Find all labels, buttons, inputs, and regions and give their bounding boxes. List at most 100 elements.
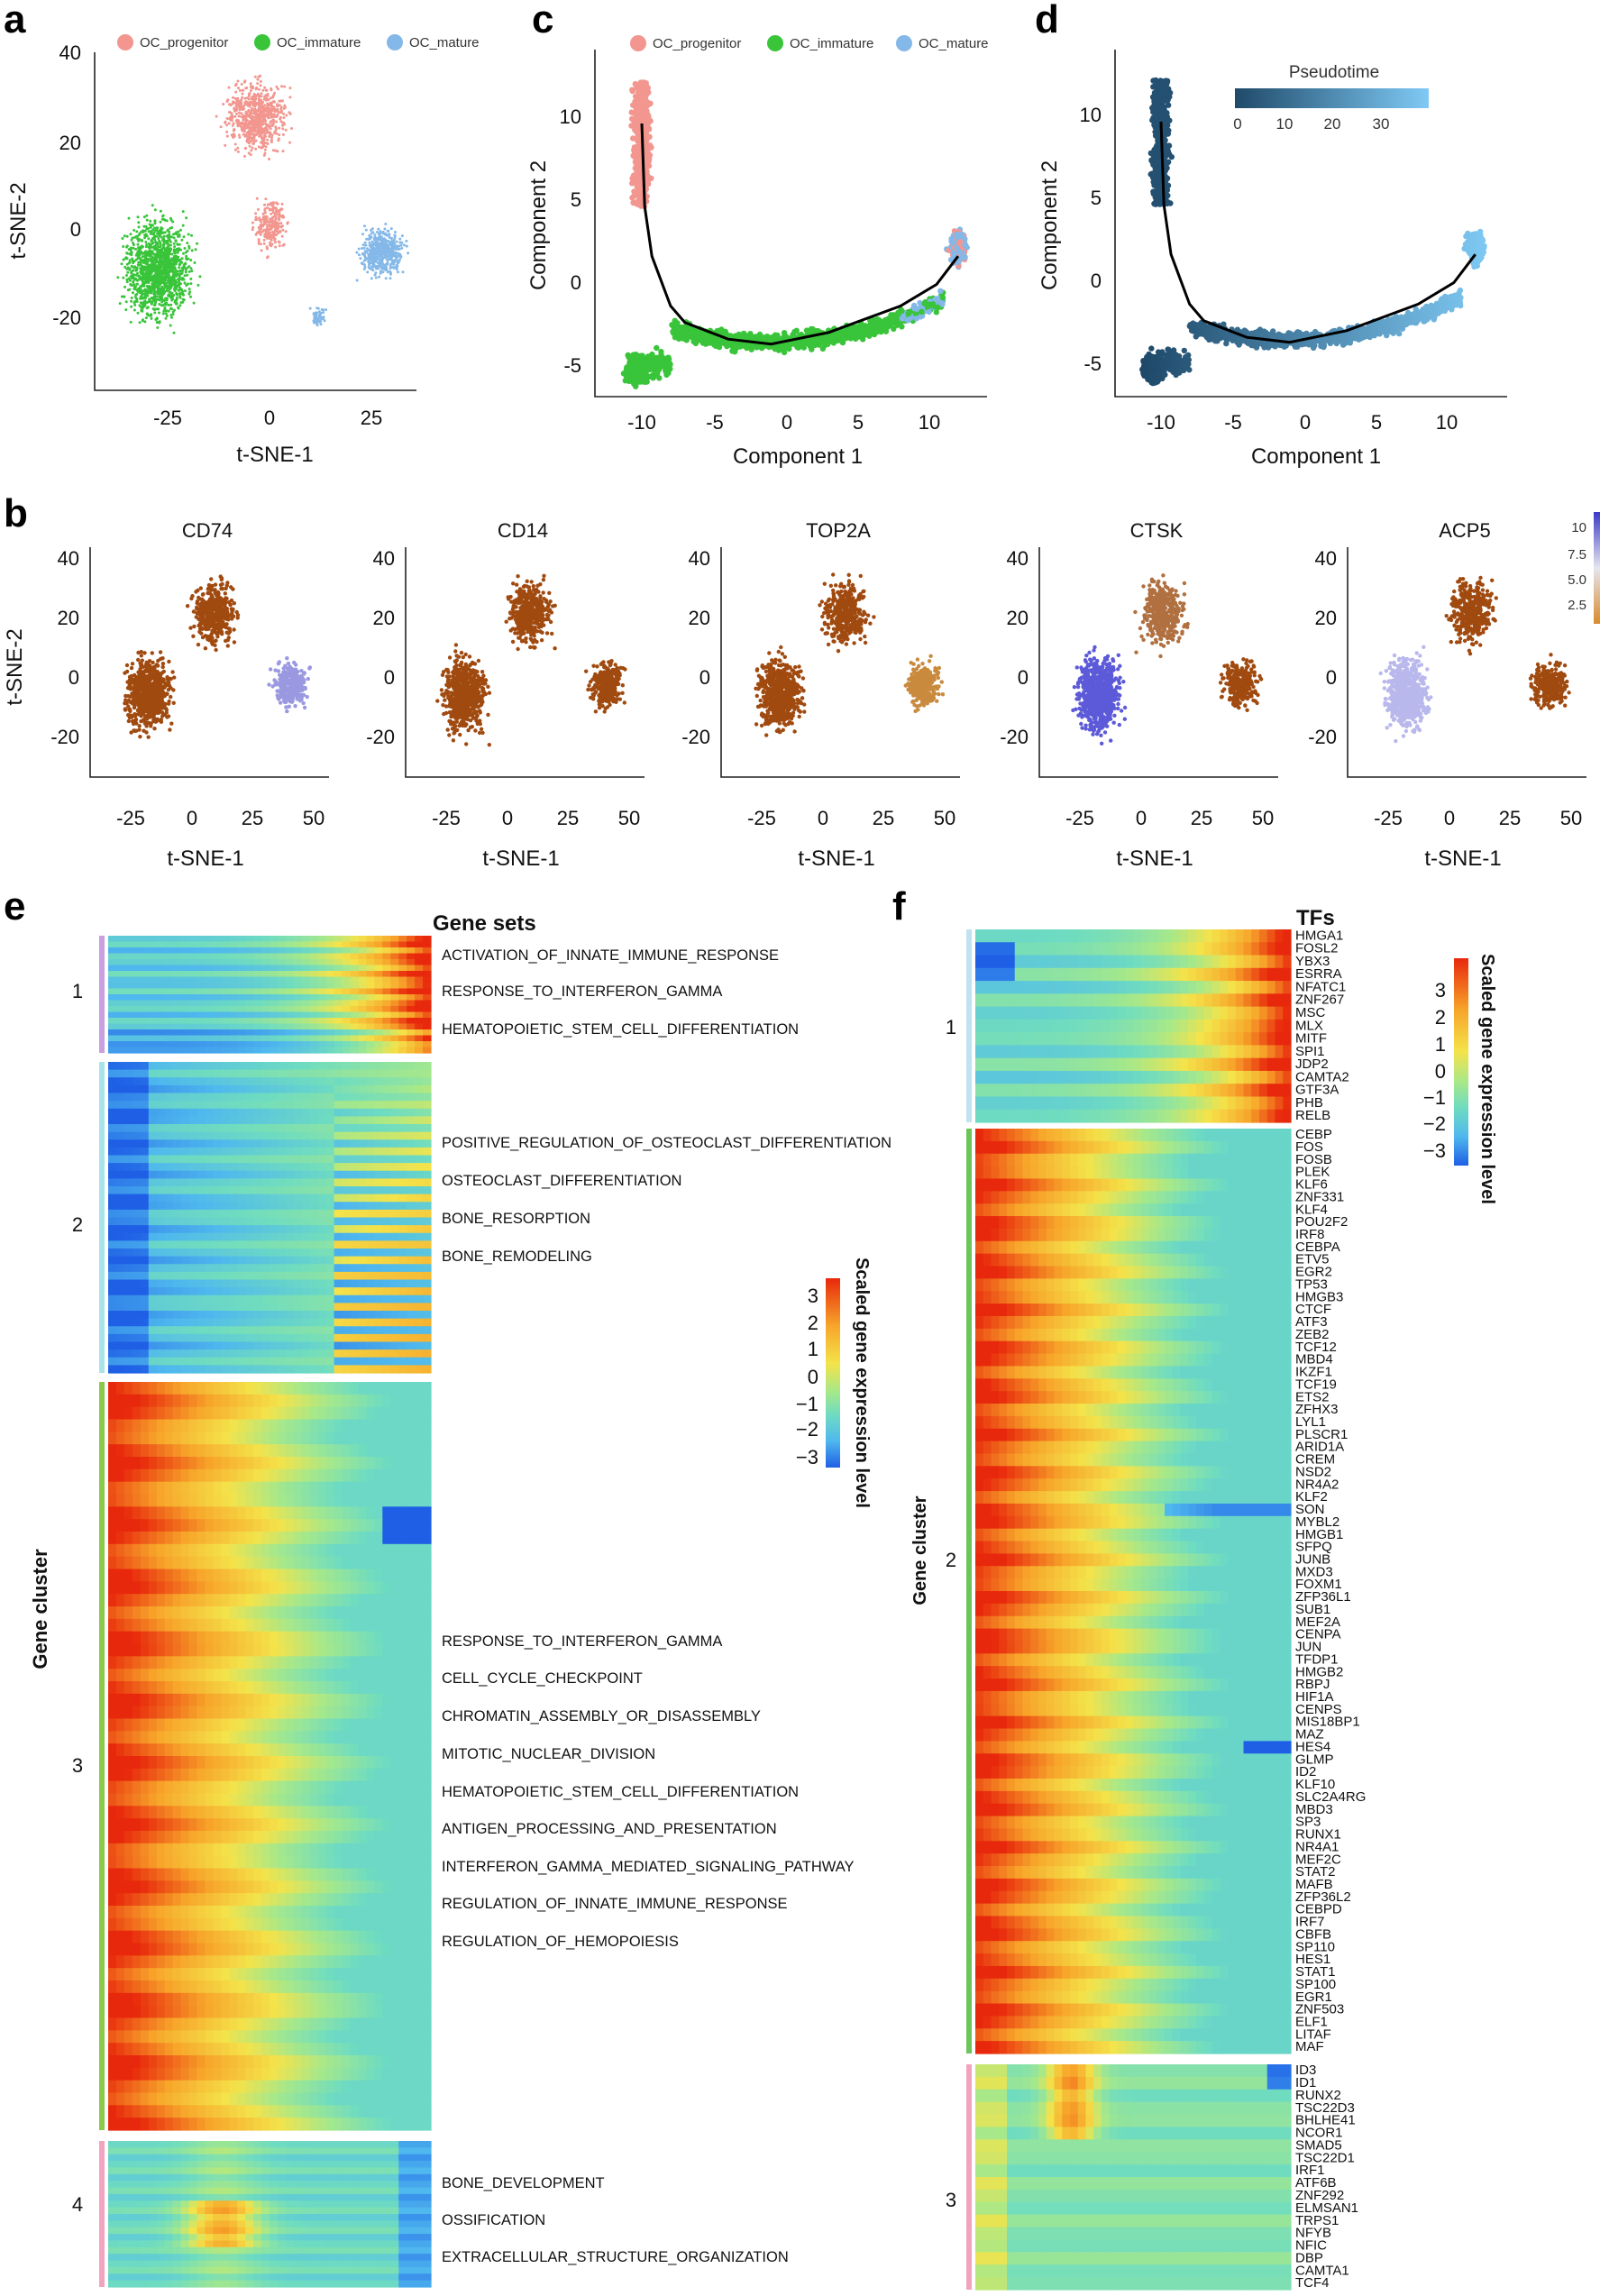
scatter-point [198, 275, 201, 278]
scatter-point [384, 268, 387, 270]
scatter-point [154, 247, 157, 250]
scatter-point [129, 283, 132, 286]
scatter-point [254, 96, 257, 99]
scatter-point [187, 233, 190, 236]
scatter-point [264, 207, 267, 210]
trajectory-point [656, 365, 662, 370]
scatter-point [256, 115, 259, 118]
trajectory-point [891, 316, 896, 321]
scatter-point [241, 83, 243, 86]
scatter-point [160, 221, 162, 224]
scatter-point [169, 238, 171, 241]
scatter-point [277, 139, 279, 142]
scatter-point [260, 242, 262, 245]
scatter-point [153, 280, 156, 283]
scatter-point [160, 210, 162, 213]
scatter-point [394, 248, 397, 251]
scatter-point [249, 105, 251, 108]
scatter-point [235, 83, 238, 86]
scatter-point [151, 297, 153, 299]
scatter-point [132, 291, 134, 294]
scatter-point [372, 255, 375, 258]
scatter-point [164, 263, 167, 266]
scatter-point [165, 317, 168, 320]
scatter-point [270, 87, 272, 90]
scatter-point [234, 91, 237, 94]
scatter-point [133, 304, 136, 306]
scatter-point [191, 249, 194, 252]
scatter-point [174, 233, 177, 235]
scatter-point [151, 242, 154, 244]
trajectory-point [639, 117, 645, 123]
scatter-point [123, 286, 126, 288]
scatter-point [133, 243, 135, 246]
panel-c: 10 5 0 -5 -10 -5 0 5 10 Component 1 Comp… [526, 50, 987, 469]
scatter-point [383, 228, 386, 231]
scatter-point [288, 142, 291, 144]
scatter-point [164, 219, 167, 222]
scatter-point [186, 267, 188, 270]
scatter-point [402, 270, 405, 273]
scatter-point [224, 144, 226, 147]
scatter-point [169, 296, 172, 298]
scatter-point [126, 252, 129, 255]
scatter-point [270, 108, 273, 111]
scatter-point [150, 250, 152, 252]
scatter-point [242, 107, 245, 110]
scatter-point [277, 214, 279, 216]
scatter-point [152, 262, 155, 265]
scatter-point [400, 247, 403, 250]
scatter-point [123, 296, 125, 298]
scatter-point [184, 289, 187, 292]
panel-label-c: c [532, 0, 553, 41]
scatter-point [281, 203, 284, 206]
trajectory-point [718, 326, 724, 332]
scatter-point [242, 105, 245, 107]
scatter-point [270, 203, 272, 206]
scatter-point [145, 302, 148, 305]
scatter-point [373, 233, 376, 236]
scatter-point [170, 219, 173, 222]
scatter-point [179, 229, 182, 232]
scatter-point [185, 216, 187, 219]
scatter-point [279, 222, 282, 224]
scatter-point [178, 295, 181, 297]
scatter-point [270, 218, 272, 221]
scatter-point [142, 304, 144, 306]
scatter-point [373, 239, 376, 242]
scatter-point [261, 249, 263, 252]
scatter-point [381, 258, 384, 261]
scatter-point [242, 89, 244, 92]
scatter-point [267, 233, 270, 235]
a-ytick-2: 0 [70, 218, 81, 241]
scatter-point [389, 236, 391, 239]
a-xlabel: t-SNE-1 [236, 443, 313, 467]
trajectory-point [926, 309, 931, 315]
scatter-point [149, 246, 151, 249]
scatter-point [233, 133, 235, 135]
scatter-point [272, 119, 275, 122]
scatter-point [183, 267, 186, 270]
scatter-point [188, 290, 191, 293]
legend-swatch-mature [387, 34, 403, 50]
scatter-point [247, 102, 250, 105]
scatter-point [177, 252, 179, 254]
scatter-point [239, 89, 242, 92]
scatter-point [145, 215, 148, 217]
scatter-point [136, 283, 139, 286]
scatter-point [178, 266, 180, 269]
trajectory-point [956, 241, 962, 246]
scatter-point [156, 326, 159, 329]
scatter-point [233, 101, 236, 104]
scatter-point [288, 111, 290, 114]
scatter-point [153, 258, 156, 261]
scatter-point [250, 149, 252, 151]
scatter-point [375, 256, 378, 259]
scatter-point [178, 263, 181, 266]
a-xtick-1: 0 [264, 407, 275, 429]
scatter-point [153, 219, 156, 222]
scatter-point [157, 237, 160, 240]
scatter-point [182, 210, 185, 213]
scatter-point [224, 122, 226, 124]
scatter-point [258, 238, 261, 241]
